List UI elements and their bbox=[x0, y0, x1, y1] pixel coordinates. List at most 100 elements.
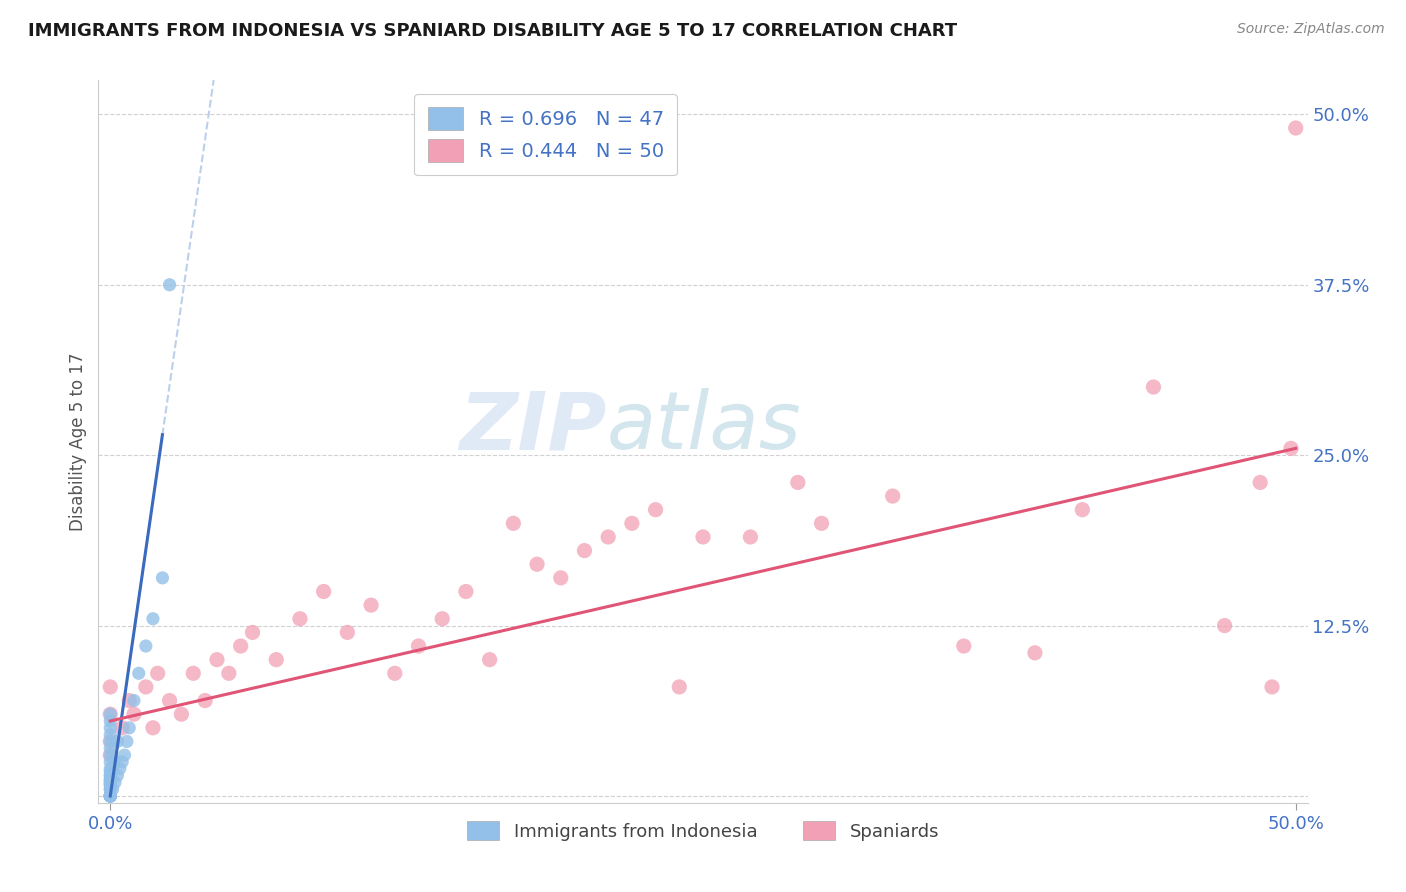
Point bbox=[118, 693, 141, 707]
Point bbox=[98, 789, 121, 803]
Point bbox=[105, 768, 128, 782]
Point bbox=[98, 748, 121, 763]
Point bbox=[229, 639, 252, 653]
Point bbox=[98, 789, 121, 803]
Point bbox=[135, 680, 157, 694]
Point bbox=[620, 516, 643, 531]
Point bbox=[98, 714, 121, 728]
Point bbox=[111, 755, 134, 769]
Point bbox=[98, 734, 121, 748]
Point bbox=[98, 789, 121, 803]
Point bbox=[98, 768, 121, 782]
Point bbox=[98, 778, 121, 792]
Point bbox=[242, 625, 264, 640]
Point bbox=[98, 772, 121, 787]
Point bbox=[115, 734, 138, 748]
Point bbox=[122, 707, 145, 722]
Point bbox=[1071, 502, 1094, 516]
Point bbox=[98, 762, 121, 776]
Point bbox=[1285, 120, 1308, 135]
Point bbox=[1279, 442, 1302, 456]
Point bbox=[98, 789, 121, 803]
Point bbox=[1261, 680, 1284, 694]
Point bbox=[526, 558, 548, 572]
Point bbox=[218, 666, 240, 681]
Point bbox=[159, 277, 181, 292]
Text: atlas: atlas bbox=[606, 388, 801, 467]
Point bbox=[98, 775, 121, 789]
Point bbox=[98, 768, 121, 782]
Point bbox=[98, 775, 121, 789]
Point bbox=[98, 680, 121, 694]
Point bbox=[98, 741, 121, 756]
Point bbox=[181, 666, 204, 681]
Point bbox=[598, 530, 620, 544]
Point bbox=[98, 789, 121, 803]
Point bbox=[264, 653, 287, 667]
Legend: Immigrants from Indonesia, Spaniards: Immigrants from Indonesia, Spaniards bbox=[460, 814, 946, 848]
Point bbox=[118, 721, 141, 735]
Point bbox=[98, 782, 121, 797]
Point bbox=[810, 516, 832, 531]
Point bbox=[98, 764, 121, 779]
Point bbox=[1142, 380, 1164, 394]
Point bbox=[502, 516, 524, 531]
Point bbox=[98, 789, 121, 803]
Point bbox=[159, 693, 181, 707]
Point bbox=[478, 653, 501, 667]
Point bbox=[152, 571, 174, 585]
Point bbox=[644, 502, 666, 516]
Text: IMMIGRANTS FROM INDONESIA VS SPANIARD DISABILITY AGE 5 TO 17 CORRELATION CHART: IMMIGRANTS FROM INDONESIA VS SPANIARD DI… bbox=[28, 22, 957, 40]
Text: Source: ZipAtlas.com: Source: ZipAtlas.com bbox=[1237, 22, 1385, 37]
Point bbox=[135, 639, 157, 653]
Point bbox=[98, 772, 121, 787]
Point bbox=[98, 707, 121, 722]
Point bbox=[432, 612, 454, 626]
Point bbox=[454, 584, 477, 599]
Point bbox=[1249, 475, 1271, 490]
Point bbox=[288, 612, 311, 626]
Point bbox=[98, 789, 121, 803]
Point bbox=[786, 475, 808, 490]
Point bbox=[105, 734, 128, 748]
Point bbox=[98, 734, 121, 748]
Point bbox=[360, 598, 382, 612]
Point bbox=[170, 707, 193, 722]
Point bbox=[101, 782, 124, 797]
Point bbox=[205, 653, 228, 667]
Point bbox=[98, 707, 121, 722]
Point bbox=[384, 666, 406, 681]
Point bbox=[142, 612, 165, 626]
Point bbox=[108, 762, 131, 776]
Point bbox=[550, 571, 572, 585]
Point bbox=[98, 721, 121, 735]
Point bbox=[312, 584, 335, 599]
Point bbox=[98, 782, 121, 797]
Point bbox=[104, 775, 127, 789]
Text: ZIP: ZIP bbox=[458, 388, 606, 467]
Point bbox=[101, 762, 124, 776]
Point bbox=[336, 625, 359, 640]
Point bbox=[98, 789, 121, 803]
Point bbox=[1213, 618, 1236, 632]
Point bbox=[122, 693, 145, 707]
Point bbox=[104, 755, 127, 769]
Point bbox=[114, 748, 136, 763]
Point bbox=[142, 721, 165, 735]
Point bbox=[882, 489, 904, 503]
Point bbox=[98, 789, 121, 803]
Point bbox=[574, 543, 596, 558]
Point bbox=[98, 789, 121, 803]
Point bbox=[111, 721, 134, 735]
Point bbox=[98, 748, 121, 763]
Point bbox=[1024, 646, 1046, 660]
Point bbox=[98, 778, 121, 792]
Point bbox=[98, 728, 121, 742]
Point bbox=[740, 530, 762, 544]
Point bbox=[98, 755, 121, 769]
Point bbox=[194, 693, 217, 707]
Point bbox=[128, 666, 150, 681]
Point bbox=[952, 639, 974, 653]
Y-axis label: Disability Age 5 to 17: Disability Age 5 to 17 bbox=[69, 352, 87, 531]
Point bbox=[668, 680, 690, 694]
